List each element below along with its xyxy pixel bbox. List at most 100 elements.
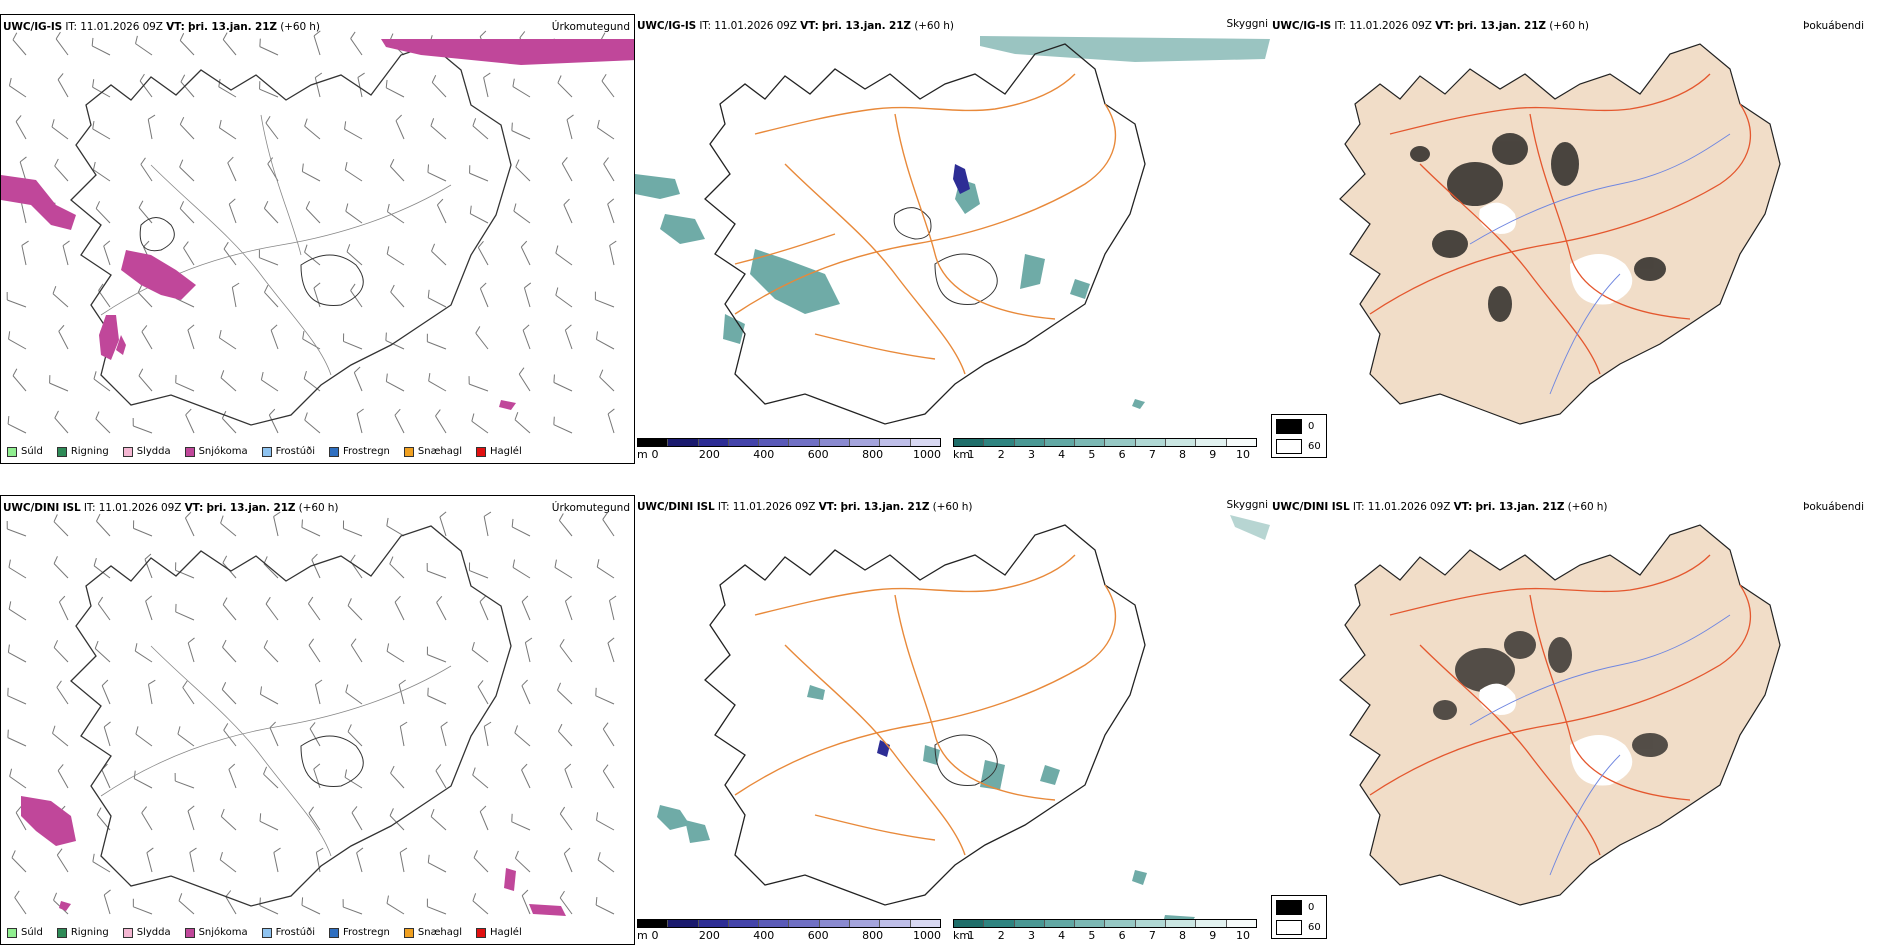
- wind-barb: [263, 773, 279, 789]
- scale-tick-label: 0: [651, 929, 659, 942]
- wind-barb: [473, 857, 489, 873]
- scale-tick-label: 6: [1118, 929, 1126, 942]
- wind-barb-feather: [479, 595, 487, 603]
- wind-barb-feather: [92, 853, 95, 862]
- wind-barb-feather: [56, 848, 63, 856]
- wind-barb-feather: [133, 770, 136, 779]
- wind-barb: [345, 210, 363, 224]
- wind-barb: [399, 726, 405, 747]
- wind-barb: [345, 691, 363, 705]
- wind-barb: [53, 563, 69, 579]
- wind-barb-feather: [595, 331, 599, 340]
- wind-barb: [596, 819, 615, 831]
- wind-barb-feather: [558, 513, 564, 521]
- legend-label: Snæhagl: [417, 446, 463, 457]
- legend-item: Slydda: [122, 927, 171, 938]
- wind-barb: [182, 687, 195, 705]
- wind-barb: [93, 565, 111, 579]
- legend-label: Snjókoma: [198, 927, 248, 938]
- wind-barb-feather: [269, 721, 276, 729]
- wind-barb: [308, 813, 321, 831]
- wind-barb: [512, 566, 531, 579]
- legend-item: Snæhagl: [403, 446, 463, 457]
- wind-barb: [92, 128, 111, 140]
- legend-swatch: [403, 927, 414, 938]
- legend-swatch: [403, 446, 414, 457]
- iceland-map: [657, 515, 1270, 925]
- wind-barb: [471, 420, 489, 434]
- wind-barb: [175, 611, 195, 621]
- scale-tick-label: 800: [862, 448, 884, 461]
- wind-barb-feather: [138, 200, 144, 208]
- wind-barb: [185, 414, 195, 434]
- scale-tick-label: 4: [1058, 448, 1066, 461]
- wind-barb-feather: [514, 850, 519, 859]
- wind-barb-feather: [357, 72, 365, 78]
- wind-barb: [472, 774, 489, 789]
- wind-barb: [183, 247, 195, 266]
- wind-barb-feather: [564, 763, 572, 770]
- wind-barb: [475, 332, 489, 350]
- wind-barb: [427, 695, 447, 705]
- wind-barb: [558, 730, 573, 747]
- wind-barb: [263, 647, 279, 663]
- wind-barb-feather: [561, 157, 568, 164]
- wind-barb: [395, 120, 405, 140]
- wind-barb-feather: [519, 31, 526, 39]
- wind-barb: [7, 695, 27, 705]
- wind-barb: [8, 608, 27, 621]
- legend-label: Frostregn: [343, 927, 390, 938]
- wind-barb-feather: [314, 72, 323, 78]
- wind-barb-feather: [179, 201, 185, 209]
- wind-barb-feather: [515, 159, 520, 168]
- wind-barb: [436, 602, 447, 621]
- wind-barb: [97, 603, 111, 621]
- wind-barb-feather: [9, 768, 13, 777]
- wind-barb-feather: [557, 75, 562, 84]
- wind-barb-feather: [609, 240, 617, 246]
- visibility-scale: km 1 2 3 4 5 6 7 8 9 10: [953, 438, 1257, 464]
- wind-barb-feather: [479, 30, 487, 37]
- wind-barb-feather: [351, 806, 358, 814]
- legend-item: Snjókoma: [184, 446, 248, 457]
- wind-barb: [94, 648, 111, 663]
- wind-barb-feather: [597, 852, 601, 861]
- wind-barb-feather: [12, 32, 18, 41]
- wind-barb: [566, 119, 573, 140]
- legend-swatch: [7, 446, 17, 457]
- wind-barb-feather: [385, 79, 388, 88]
- wind-barb: [439, 516, 447, 537]
- wind-barb-feather: [264, 284, 269, 293]
- legend-swatch: [184, 446, 195, 457]
- wind-barb-feather: [273, 511, 281, 517]
- wind-barb: [179, 208, 195, 224]
- legend-swatch: [7, 927, 17, 938]
- scale-tick-label: 1000: [913, 448, 941, 461]
- wind-barb-feather: [512, 559, 516, 568]
- wind-barb-feather: [309, 722, 316, 729]
- wind-barb: [428, 380, 447, 392]
- scale-tick-label: 10: [1236, 929, 1250, 942]
- wind-barb: [189, 852, 195, 873]
- wind-barb-feather: [273, 847, 281, 853]
- wind-barb-feather: [599, 369, 604, 378]
- wind-barb: [134, 778, 153, 789]
- wind-barb: [607, 203, 615, 224]
- wind-barb: [390, 291, 405, 308]
- wind-barb: [386, 253, 405, 266]
- wind-barb-feather: [303, 370, 307, 379]
- wind-barb-feather: [187, 805, 195, 812]
- wind-barb: [386, 525, 405, 537]
- wind-barb: [273, 852, 279, 873]
- scale-tick-label: 1: [967, 929, 975, 942]
- wind-barb-feather: [475, 326, 481, 334]
- wind-barb-feather: [222, 597, 228, 605]
- wind-barb-feather: [259, 686, 263, 695]
- wind-barb: [595, 299, 615, 308]
- wind-barb: [311, 559, 321, 579]
- wind-barb-feather: [356, 847, 364, 854]
- wind-barb: [523, 287, 531, 308]
- wind-barb-feather: [134, 643, 138, 652]
- wind-barb: [555, 294, 573, 308]
- wind-barb: [350, 290, 363, 308]
